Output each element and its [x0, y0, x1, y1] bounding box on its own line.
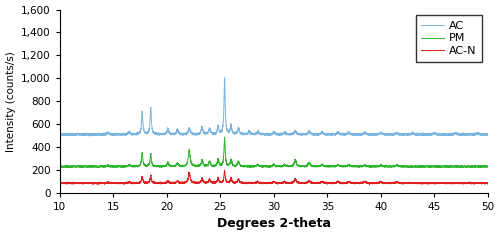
AC	[485, 133, 491, 136]
PM	[222, 136, 228, 139]
AC	[374, 133, 380, 135]
PM	[374, 165, 380, 168]
AC	[329, 134, 335, 137]
AC	[212, 131, 218, 134]
AC	[310, 133, 316, 136]
AC-N	[78, 182, 84, 185]
AC	[86, 135, 92, 138]
PM	[397, 165, 403, 168]
AC-N	[57, 182, 63, 185]
PM	[57, 164, 63, 167]
PM	[78, 165, 84, 168]
AC	[57, 133, 63, 136]
Line: AC: AC	[60, 78, 488, 136]
AC-N	[374, 182, 380, 185]
AC	[397, 133, 403, 136]
AC-N	[397, 182, 403, 185]
Legend: AC, PM, AC-N: AC, PM, AC-N	[416, 15, 482, 62]
PM	[485, 165, 491, 168]
AC-N	[212, 181, 218, 183]
Y-axis label: Intensity (counts/s): Intensity (counts/s)	[6, 51, 16, 152]
X-axis label: Degrees 2-theta: Degrees 2-theta	[217, 217, 331, 230]
AC-N	[222, 169, 228, 172]
AC	[78, 133, 84, 135]
AC-N	[310, 181, 316, 184]
AC-N	[485, 182, 491, 185]
AC-N	[366, 183, 372, 186]
PM	[80, 166, 86, 169]
AC	[222, 76, 228, 79]
AC-N	[329, 181, 335, 184]
Line: PM: PM	[60, 137, 488, 168]
PM	[212, 164, 218, 167]
PM	[310, 165, 316, 168]
Line: AC-N: AC-N	[60, 170, 488, 184]
PM	[329, 165, 335, 168]
